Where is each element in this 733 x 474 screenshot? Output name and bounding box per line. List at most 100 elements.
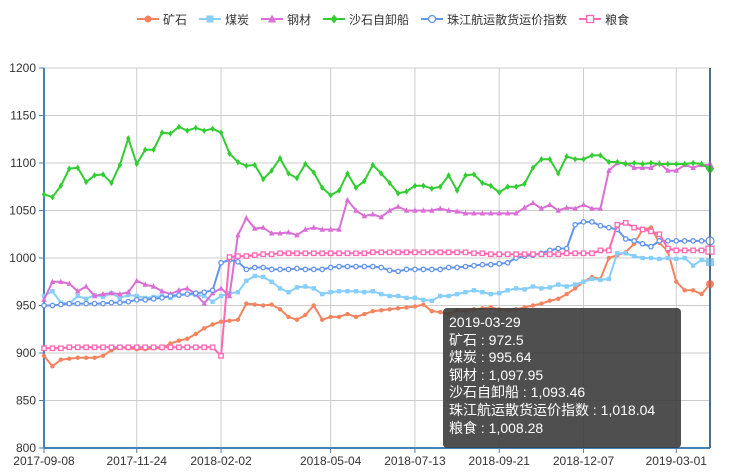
data-point [83,283,89,289]
legend-item[interactable]: 粮食 [579,12,629,27]
data-point [446,172,451,179]
data-point [370,211,376,217]
data-point [336,187,342,194]
data-point [597,247,604,254]
data-point [303,160,308,168]
data-point [530,251,536,258]
legend-marker-icon [206,15,214,23]
data-point [269,167,274,174]
data-point [244,162,249,170]
data-point [648,255,654,261]
legend-label: 粮食 [605,12,629,27]
data-point [201,326,207,331]
data-point [428,266,435,273]
data-point [487,251,494,258]
data-point [656,238,663,244]
data-point [260,175,266,183]
data-point [41,191,47,198]
data-point [690,238,696,244]
data-point [75,164,80,171]
data-point [176,123,182,131]
data-point [41,302,47,309]
data-point [690,164,696,170]
data-point [151,146,156,153]
data-point [412,182,418,189]
legend-marker-icon [330,14,338,24]
data-point [387,293,392,299]
data-point [580,250,587,257]
legend-item[interactable]: 矿石 [137,13,187,27]
data-point [674,160,679,168]
data-point [665,160,671,168]
data-point [66,300,73,307]
data-point [673,238,680,244]
data-point [420,266,427,273]
data-point [285,229,292,235]
data-point [126,135,131,142]
data-point [615,251,620,256]
legend-marker-icon [144,15,152,23]
data-point [108,289,115,296]
data-point [91,344,98,351]
data-point [404,295,409,301]
data-point [639,164,646,170]
data-point [310,266,317,273]
data-point [386,249,393,256]
data-point [345,289,350,294]
data-point [362,311,367,317]
legend-item[interactable]: 煤炭 [199,13,249,27]
legend-item[interactable]: 珠江航运散货运价指数 [421,12,567,27]
data-point [639,226,646,233]
data-point [572,221,578,228]
data-point [623,251,628,256]
data-point [673,247,680,254]
data-point [74,344,81,351]
data-point [311,169,316,176]
data-point [327,264,334,271]
data-point [369,263,376,270]
data-point [547,156,553,163]
data-point [605,224,612,231]
data-point [83,300,90,307]
data-point [682,255,687,261]
data-point [336,263,342,270]
data-point [167,293,174,299]
data-point [108,344,115,351]
data-point [690,159,696,167]
legend-item[interactable]: 钢材 [261,13,311,27]
data-point [159,288,165,294]
tooltip-row-coal: 煤炭 : 995.64 [449,349,532,366]
data-point [336,250,342,257]
data-point [370,309,375,314]
data-point [268,251,275,258]
data-point [201,344,208,351]
data-point [277,250,283,257]
data-point [622,236,629,242]
data-point [386,207,393,213]
data-point [445,264,452,271]
data-point [294,285,300,290]
data-point [100,294,106,300]
data-point [395,306,401,311]
data-point [563,250,570,257]
data-point [361,213,368,219]
data-point [606,158,612,166]
data-point [277,155,283,162]
data-point [125,344,132,351]
legend-item[interactable]: 沙石自卸船 [323,12,409,27]
x-tick-label: 2019-03-01 [646,454,708,468]
legend[interactable]: 矿石 煤炭 钢材 沙石自卸船 珠江航运散货运价指数 粮食 [137,12,629,27]
data-point [184,344,191,351]
data-point [361,263,368,270]
tooltip-row-ore: 矿石 : 972.5 [449,331,524,348]
data-point [682,288,687,293]
data-point [681,247,688,254]
data-point [539,156,544,163]
x-tick-label: 2018-09-21 [469,454,531,468]
data-point [243,253,250,259]
data-point [403,207,410,213]
data-point [488,291,494,297]
data-point [437,266,444,273]
data-point [294,317,300,322]
data-point [227,318,232,323]
